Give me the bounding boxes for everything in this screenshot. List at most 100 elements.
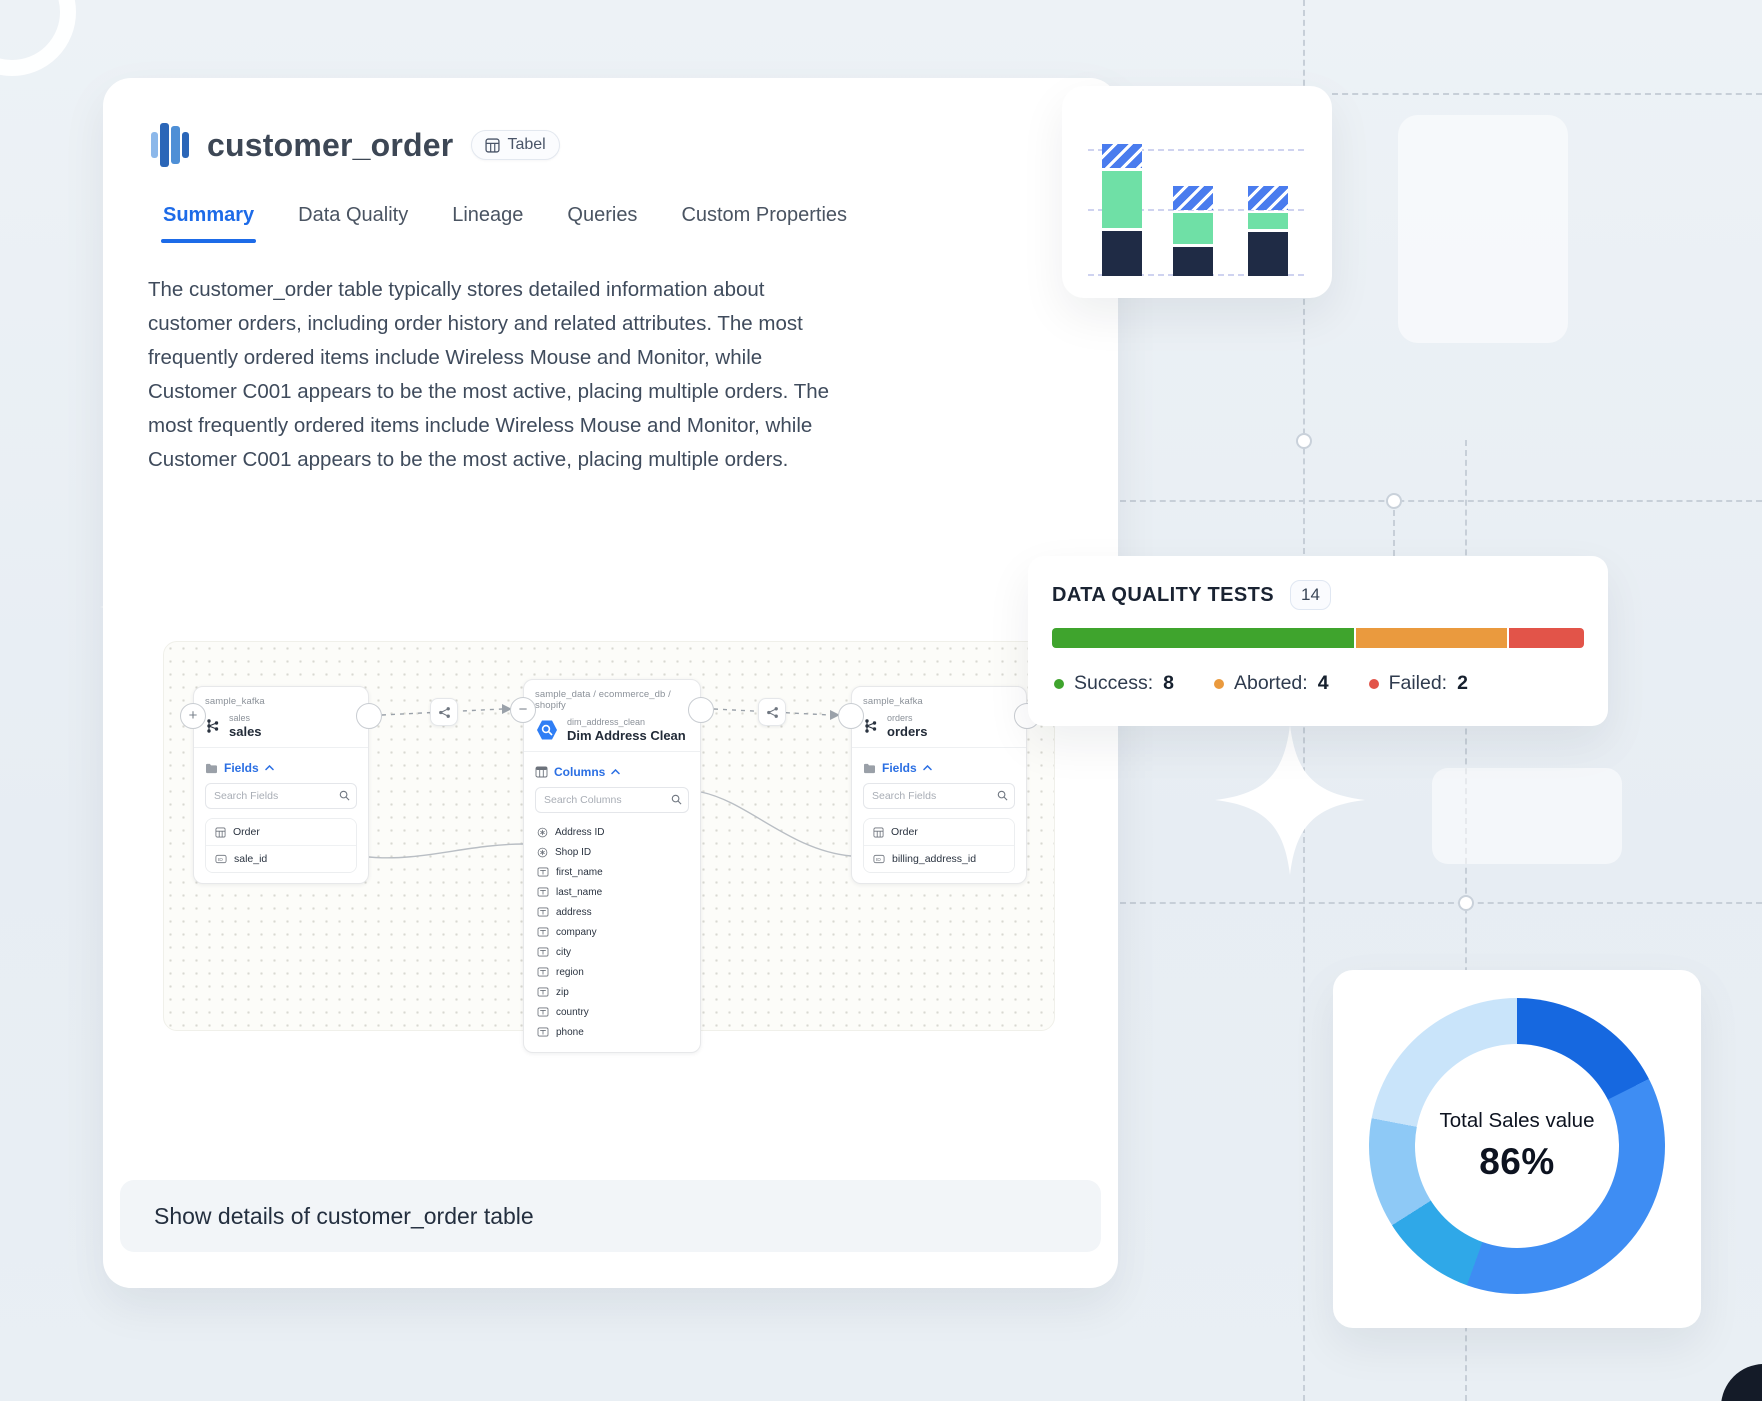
table-description: The customer_order table typically store…: [148, 278, 830, 471]
columns-toggle[interactable]: Columns: [535, 758, 689, 787]
lineage-node-orders[interactable]: sample_kafka orders orders Fields: [838, 686, 1040, 884]
text-field-icon: [537, 1007, 549, 1017]
kafka-icon: [207, 719, 219, 733]
tab-queries[interactable]: Queries: [567, 204, 638, 226]
id-icon: ID: [215, 854, 227, 863]
gridline: [1088, 149, 1304, 151]
id-icon: ID: [873, 854, 885, 863]
fields-toggle[interactable]: Fields: [863, 754, 1015, 783]
tab-data-quality[interactable]: Data Quality: [298, 204, 409, 226]
node-port[interactable]: [838, 703, 864, 729]
node-port[interactable]: [688, 697, 714, 723]
column-row[interactable]: Address ID: [535, 822, 689, 842]
text-field-icon: [537, 907, 549, 917]
folder-icon: [206, 763, 217, 773]
svg-text:ID: ID: [218, 857, 223, 863]
lineage-canvas[interactable]: sample_kafka sales sales Fields: [163, 641, 1055, 1053]
table-detail-card: customer_order Tabel Summary Data Qualit…: [103, 78, 1118, 1288]
tests-count-badge: 14: [1290, 580, 1331, 610]
legend-item-aborted: Aborted: 4: [1213, 672, 1329, 695]
page-title: customer_order: [207, 126, 454, 163]
stacked-bar: [1248, 186, 1288, 276]
quality-card-title: DATA QUALITY TESTS: [1052, 583, 1275, 606]
node-breadcrumb: sample_data / ecommerce_db / shopify: [535, 689, 671, 711]
lineage-connectors: [368, 704, 852, 859]
text-field-icon: [537, 887, 549, 897]
column-row[interactable]: region: [535, 962, 689, 982]
tab-lineage[interactable]: Lineage: [452, 204, 524, 226]
node-port[interactable]: [356, 703, 382, 729]
bg-placeholder-rect: [1432, 768, 1622, 864]
bg-placeholder-rect: [1398, 115, 1568, 343]
field-row[interactable]: Order: [206, 819, 356, 845]
folder-icon: [864, 763, 875, 773]
text-field-icon: [537, 947, 549, 957]
bg-dashed-line-h2: [1120, 500, 1762, 502]
transform-badge[interactable]: [430, 698, 458, 726]
mini-bar-chart: [1062, 86, 1332, 298]
chevron-up-icon: [264, 765, 274, 771]
node-subtitle: dim_address_clean: [567, 717, 646, 727]
legend-item-success: Success: 8: [1054, 672, 1174, 695]
mini-bar-chart-card: [1062, 86, 1332, 298]
field-row[interactable]: ID billing_address_id: [864, 845, 1014, 872]
text-field-icon: [537, 927, 549, 937]
node-title: Dim Address Clean: [567, 728, 686, 743]
tab-summary[interactable]: Summary: [160, 204, 257, 243]
donut-center: Total Sales value 86%: [1415, 1044, 1619, 1248]
chevron-up-icon: [922, 765, 932, 771]
search-fields-input[interactable]: [863, 783, 1015, 809]
database-icon: [151, 122, 189, 168]
column-row[interactable]: city: [535, 942, 689, 962]
aborted-dot: [1213, 678, 1224, 689]
column-row[interactable]: phone: [535, 1022, 689, 1042]
expand-left-button[interactable]: +: [180, 703, 206, 729]
dataflow-hexagon-icon: [537, 720, 557, 740]
stacked-bar: [1173, 186, 1213, 276]
bg-grid-node: [1296, 433, 1312, 449]
donut-chart: Total Sales value 86%: [1369, 998, 1665, 1294]
text-field-icon: [537, 867, 549, 877]
bg-dashed-line-v3: [1393, 500, 1395, 556]
collapse-left-button[interactable]: −: [510, 697, 536, 723]
legend-item-failed: Failed: 2: [1368, 672, 1468, 695]
quality-progress: [1052, 628, 1584, 648]
fields-toggle[interactable]: Fields: [205, 754, 357, 783]
search-fields-input[interactable]: [205, 783, 357, 809]
field-row[interactable]: ID sale_id: [206, 845, 356, 872]
text-field-icon: [537, 967, 549, 977]
bg-dashed-line-h1: [1332, 93, 1762, 95]
branch-icon: [766, 706, 778, 718]
quality-legend: Success: 8 Aborted: 4 Failed: 2: [1054, 672, 1584, 695]
search-icon: [339, 790, 350, 801]
transform-badge[interactable]: [758, 698, 786, 726]
corner-shape: [1721, 1364, 1762, 1401]
search-icon: [997, 790, 1008, 801]
text-field-icon: [537, 987, 549, 997]
search-columns-input[interactable]: [535, 787, 689, 813]
gridline: [1088, 209, 1304, 211]
table-grid-icon: [873, 827, 884, 837]
chevron-up-icon: [611, 769, 621, 775]
search-icon: [671, 794, 682, 805]
node-subtitle: sales: [229, 713, 251, 723]
text-field-icon: [537, 1027, 549, 1037]
column-row[interactable]: zip: [535, 982, 689, 1002]
column-row[interactable]: last_name: [535, 882, 689, 902]
lineage-node-dim-address-clean[interactable]: sample_data / ecommerce_db / shopify dim…: [510, 679, 714, 1053]
column-row[interactable]: first_name: [535, 862, 689, 882]
column-row[interactable]: address: [535, 902, 689, 922]
column-row[interactable]: company: [535, 922, 689, 942]
node-breadcrumb: sample_kafka: [863, 696, 923, 707]
stacked-bar: [1102, 144, 1142, 276]
tab-custom-properties[interactable]: Custom Properties: [681, 204, 848, 226]
node-subtitle: orders: [887, 713, 913, 723]
column-row[interactable]: Shop ID: [535, 842, 689, 862]
type-badge-label: Tabel: [507, 136, 546, 153]
field-row[interactable]: Order: [864, 819, 1014, 845]
type-badge: Tabel: [471, 130, 560, 160]
lineage-node-sales[interactable]: sample_kafka sales sales Fields: [180, 686, 382, 884]
prompt-input-bar[interactable]: Show details of customer_order table: [120, 1180, 1101, 1252]
column-row[interactable]: country: [535, 1002, 689, 1022]
